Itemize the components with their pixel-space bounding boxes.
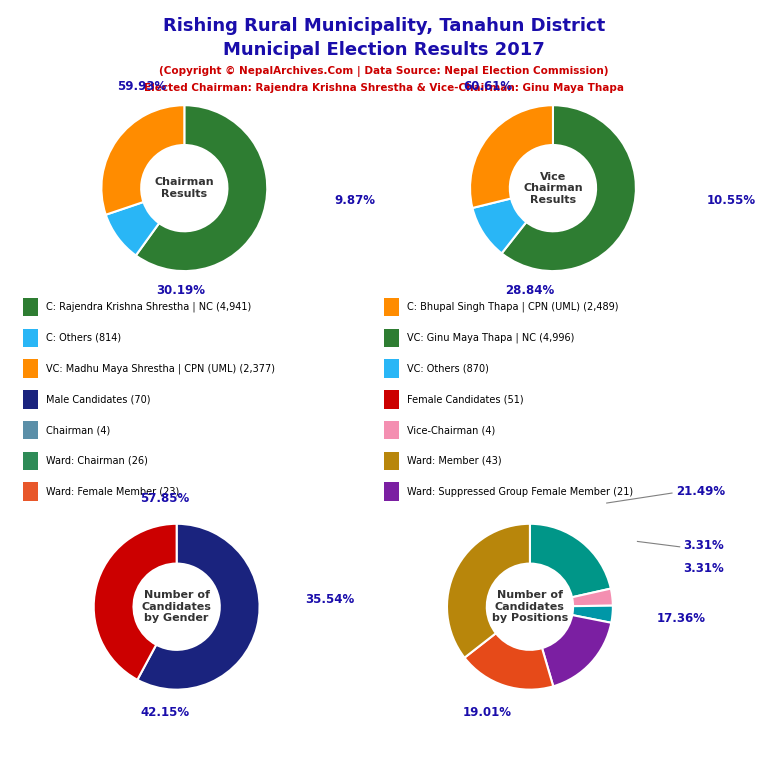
Text: Vice-Chairman (4): Vice-Chairman (4): [407, 425, 495, 435]
Text: 17.36%: 17.36%: [657, 612, 706, 625]
Text: 3.31%: 3.31%: [684, 539, 724, 552]
Text: Municipal Election Results 2017: Municipal Election Results 2017: [223, 41, 545, 59]
Wedge shape: [472, 198, 526, 253]
Text: 3.31%: 3.31%: [684, 562, 724, 575]
Wedge shape: [136, 105, 267, 271]
Text: 42.15%: 42.15%: [141, 706, 190, 719]
Wedge shape: [572, 588, 613, 606]
Text: Female Candidates (51): Female Candidates (51): [407, 394, 524, 405]
Text: Vice
Chairman
Results: Vice Chairman Results: [523, 171, 583, 205]
Text: 9.87%: 9.87%: [334, 194, 375, 207]
Wedge shape: [502, 105, 636, 271]
Text: 30.19%: 30.19%: [156, 284, 205, 297]
Wedge shape: [101, 105, 184, 215]
Wedge shape: [572, 606, 613, 623]
Wedge shape: [470, 105, 553, 208]
Text: Number of
Candidates
by Gender: Number of Candidates by Gender: [142, 590, 211, 624]
Text: 60.61%: 60.61%: [463, 80, 512, 93]
Text: C: Rajendra Krishna Shrestha | NC (4,941): C: Rajendra Krishna Shrestha | NC (4,941…: [46, 302, 251, 313]
Wedge shape: [447, 524, 530, 657]
Wedge shape: [137, 524, 260, 690]
Text: 10.55%: 10.55%: [707, 194, 756, 207]
Wedge shape: [106, 202, 159, 256]
Text: Male Candidates (70): Male Candidates (70): [46, 394, 151, 405]
Text: Ward: Member (43): Ward: Member (43): [407, 455, 502, 466]
Wedge shape: [542, 615, 611, 687]
Wedge shape: [94, 524, 177, 680]
Text: Rishing Rural Municipality, Tanahun District: Rishing Rural Municipality, Tanahun Dist…: [163, 17, 605, 35]
Text: C: Bhupal Singh Thapa | CPN (UML) (2,489): C: Bhupal Singh Thapa | CPN (UML) (2,489…: [407, 302, 618, 313]
Text: Ward: Chairman (26): Ward: Chairman (26): [46, 455, 148, 466]
Text: 28.84%: 28.84%: [505, 284, 554, 297]
Text: C: Others (814): C: Others (814): [46, 333, 121, 343]
Text: VC: Others (870): VC: Others (870): [407, 363, 489, 374]
Text: 19.01%: 19.01%: [463, 706, 512, 719]
Text: 59.93%: 59.93%: [118, 80, 167, 93]
Text: 57.85%: 57.85%: [141, 492, 190, 505]
Text: Chairman (4): Chairman (4): [46, 425, 111, 435]
Text: VC: Ginu Maya Thapa | NC (4,996): VC: Ginu Maya Thapa | NC (4,996): [407, 333, 574, 343]
Text: Ward: Female Member (23): Ward: Female Member (23): [46, 486, 180, 497]
Wedge shape: [465, 634, 553, 690]
Text: VC: Madhu Maya Shrestha | CPN (UML) (2,377): VC: Madhu Maya Shrestha | CPN (UML) (2,3…: [46, 363, 275, 374]
Text: Elected Chairman: Rajendra Krishna Shrestha & Vice-Chairman: Ginu Maya Thapa: Elected Chairman: Rajendra Krishna Shres…: [144, 83, 624, 93]
Text: Chairman
Results: Chairman Results: [154, 177, 214, 199]
Text: 35.54%: 35.54%: [306, 593, 355, 606]
Text: (Copyright © NepalArchives.Com | Data Source: Nepal Election Commission): (Copyright © NepalArchives.Com | Data So…: [159, 66, 609, 77]
Text: 21.49%: 21.49%: [676, 485, 725, 498]
Text: Ward: Suppressed Group Female Member (21): Ward: Suppressed Group Female Member (21…: [407, 486, 633, 497]
Wedge shape: [530, 524, 611, 598]
Text: Number of
Candidates
by Positions: Number of Candidates by Positions: [492, 590, 568, 624]
